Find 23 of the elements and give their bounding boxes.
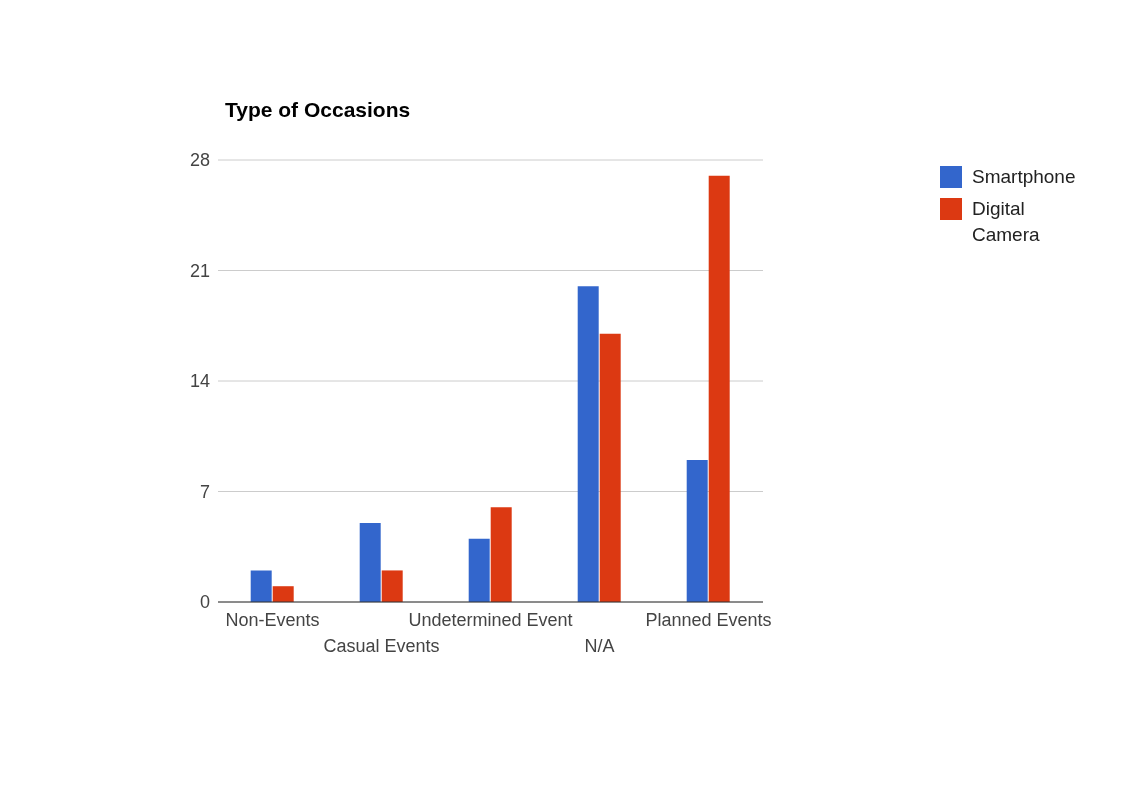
bar bbox=[708, 175, 730, 602]
bar bbox=[490, 507, 512, 602]
y-tick-label: 28 bbox=[189, 150, 210, 171]
x-tick-label: Undetermined Event bbox=[408, 610, 573, 630]
y-tick-label: 0 bbox=[199, 592, 210, 613]
bar bbox=[272, 586, 294, 602]
legend-label: Smartphone bbox=[972, 165, 1076, 189]
chart-title: Type of Occasions bbox=[225, 98, 411, 122]
bar bbox=[686, 459, 708, 602]
legend-label: Digital Camera bbox=[972, 197, 1041, 247]
x-tick-label: Casual Events bbox=[323, 636, 440, 656]
bar bbox=[381, 570, 403, 602]
y-tick-label: 14 bbox=[189, 371, 210, 392]
x-tick-label: Planned Events bbox=[645, 610, 772, 630]
x-tick-label: Non-Events bbox=[225, 610, 320, 630]
x-tick-label: N/A bbox=[584, 636, 615, 656]
bar bbox=[359, 523, 381, 602]
bar bbox=[250, 570, 272, 602]
y-tick-label: 7 bbox=[199, 481, 210, 502]
bar bbox=[577, 286, 599, 602]
bar bbox=[468, 538, 490, 602]
y-tick-label: 21 bbox=[189, 260, 210, 281]
bar bbox=[599, 333, 621, 602]
